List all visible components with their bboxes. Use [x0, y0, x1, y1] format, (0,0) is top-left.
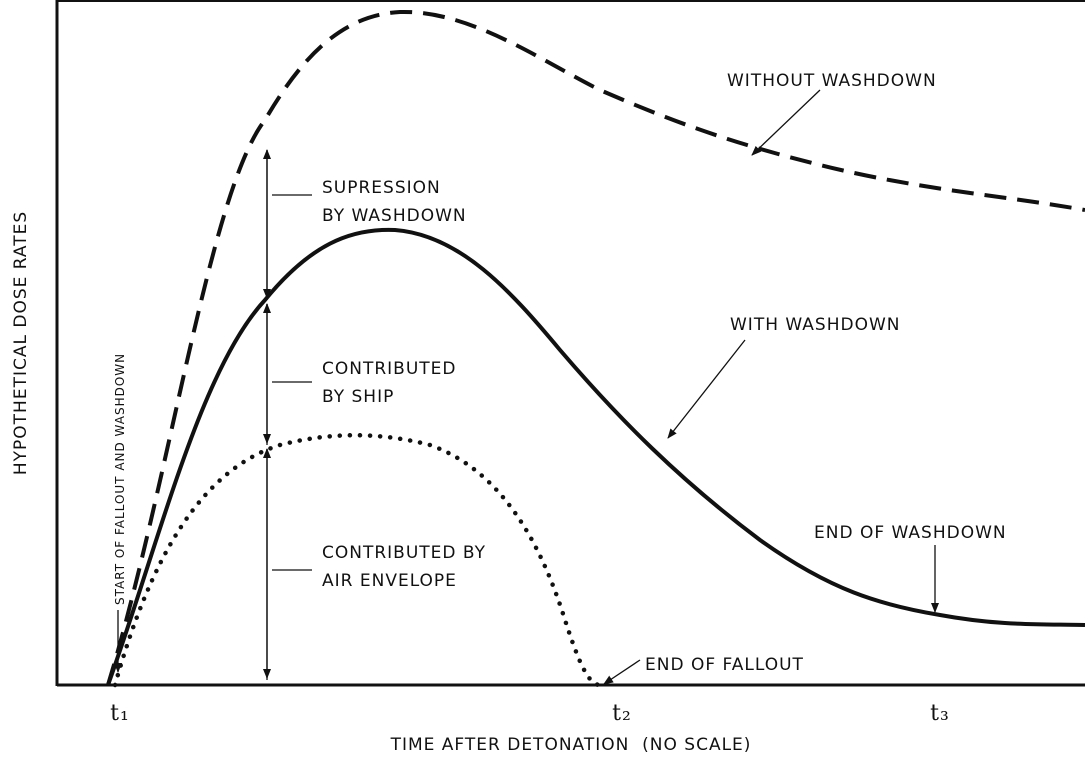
curve-without-washdown — [106, 9, 1085, 686]
brackets — [263, 149, 312, 680]
annotation-vertical: START OF FALLOUT AND WASHDOWN — [113, 353, 127, 605]
curve-air-envelope — [112, 433, 603, 688]
curve-with-washdown — [106, 227, 1085, 686]
annotation: WITH WASHDOWN — [730, 315, 900, 335]
annotation: CONTRIBUTED — [322, 359, 457, 379]
annotation: CONTRIBUTED BY — [322, 543, 486, 563]
x-tick-label: t₁ — [110, 701, 130, 726]
x-axis-label: TIME AFTER DETONATION (NO SCALE) — [390, 735, 752, 755]
annotation: BY SHIP — [322, 387, 394, 407]
x-tick-label: t₂ — [612, 701, 632, 726]
annotation: BY WASHDOWN — [322, 206, 467, 226]
annotation: SUPRESSION — [322, 178, 441, 198]
y-axis-label: HYPOTHETICAL DOSE RATES — [11, 211, 31, 475]
pointers — [114, 89, 939, 685]
annotation: END OF FALLOUT — [645, 655, 804, 675]
annotation: AIR ENVELOPE — [322, 571, 457, 591]
annotation: WITHOUT WASHDOWN — [727, 71, 937, 91]
annotation: END OF WASHDOWN — [814, 523, 1007, 543]
frame — [55, 0, 1085, 687]
x-tick-label: t₃ — [930, 701, 950, 726]
